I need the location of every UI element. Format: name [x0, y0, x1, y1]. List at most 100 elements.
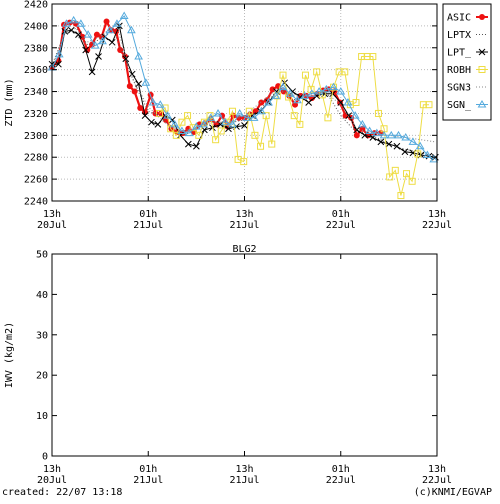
series-marker-lpt_	[75, 31, 82, 38]
series-marker-sgn_	[242, 113, 252, 121]
series-marker-lpt_	[305, 99, 313, 106]
series-marker-sgn_	[83, 30, 93, 38]
series-marker-lpt_	[377, 138, 385, 146]
panel-1-ytick-label: 2380	[24, 43, 48, 54]
series-marker-asic	[137, 104, 144, 111]
legend-label-asic: ASIC	[447, 13, 471, 24]
series-marker-asic	[131, 88, 138, 95]
series-marker-robh	[212, 136, 220, 144]
panel-1-xtick-label-time: 01h	[332, 209, 350, 220]
panel-1-ytick-label: 2280	[24, 153, 48, 164]
series-marker-sgn_	[76, 19, 86, 27]
panel-2-xtick-label-time: 13h	[235, 464, 253, 475]
panel-1-xtick-label-date: 20Jul	[37, 220, 67, 231]
panel-2-xtick-label-date: 22Jul	[326, 475, 356, 486]
series-marker-lpt_	[337, 99, 345, 106]
series-marker-sgn_	[386, 130, 396, 139]
series-marker-sgn_	[98, 36, 107, 45]
panel-2-title: BLG2	[232, 244, 256, 255]
series-marker-sgn_	[300, 91, 310, 99]
series-marker-sgn_	[429, 154, 439, 163]
panel-1-xtick-label-date: 22Jul	[326, 220, 356, 231]
series-line-sgn_	[51, 15, 435, 160]
series-marker-robh	[341, 68, 349, 76]
series-marker-lpt_	[82, 46, 90, 54]
series-marker-sgn_	[163, 111, 172, 119]
series-marker-sgn_	[206, 113, 216, 121]
series-marker-sgn_	[336, 87, 346, 95]
series-marker-asic	[152, 110, 159, 117]
series-marker-lpt_	[67, 26, 75, 34]
series-marker-sgn_	[256, 106, 266, 115]
series-marker-lpt_	[55, 60, 62, 68]
panel-1-frame	[51, 3, 438, 202]
series-marker-sgn_	[54, 49, 64, 58]
series-marker-lpt_	[393, 142, 401, 150]
series-marker-robh	[251, 131, 259, 139]
series-marker-sgn_	[62, 19, 71, 27]
series-marker-robh	[290, 112, 298, 120]
panel-2-xtick-label-time: 01h	[332, 464, 350, 475]
panel-2-ytick-label: 30	[36, 330, 48, 341]
series-marker-sgn_	[278, 82, 288, 91]
series-marker-asic	[126, 83, 133, 90]
series-marker-robh	[425, 101, 433, 109]
legend-label-lpt_: LPT_	[447, 48, 472, 59]
series-marker-sgn_	[192, 122, 201, 130]
panel-2-xtick-label-time: 13h	[428, 464, 446, 475]
series-marker-robh	[414, 150, 422, 158]
series-marker-robh	[391, 166, 399, 174]
legend-marker-asic	[479, 14, 485, 20]
panel-1-xtick-label-date: 22Jul	[422, 220, 452, 231]
series-marker-sgn_	[148, 98, 158, 106]
series-marker-sgn_	[249, 113, 259, 121]
panel-1-xtick-label-date: 21Jul	[133, 220, 163, 231]
panel-2-xtick-label-time: 13h	[43, 464, 61, 475]
panel-1-xtick-label-time: 13h	[235, 209, 253, 220]
legend-label-sgn3: SGN3	[447, 83, 471, 94]
panel-2-frame	[51, 253, 438, 457]
panel-1-xtick-label-time: 01h	[139, 209, 157, 220]
panel-2-ytick-label: 20	[36, 371, 48, 382]
series-marker-robh	[240, 158, 248, 166]
series-marker-lpt_	[353, 126, 361, 134]
footer-credit: (c)KNMI/EGVAP	[413, 487, 492, 498]
panel-2-xtick-label-time: 01h	[139, 464, 157, 475]
legend-box	[442, 3, 492, 121]
panel-2-xtick-label-date: 20Jul	[37, 475, 67, 486]
series-marker-sgn_	[228, 119, 237, 128]
series-marker-robh	[374, 109, 382, 117]
series-marker-robh	[228, 107, 236, 115]
series-marker-robh	[386, 173, 394, 181]
series-marker-sgn_	[69, 15, 79, 24]
series-marker-asic	[103, 18, 110, 25]
series-marker-lpt_	[108, 38, 116, 46]
panel-2-ytick-label: 10	[36, 411, 48, 422]
panel-2-xtick-label-date: 22Jul	[422, 475, 452, 486]
series-marker-lpt_	[88, 68, 96, 76]
series-marker-sgn_	[127, 25, 136, 34]
series-marker-sgn_	[170, 119, 180, 128]
series-marker-robh	[403, 170, 411, 178]
series-marker-lpt_	[401, 148, 409, 156]
series-marker-sgn_	[401, 133, 411, 141]
series-line-sgn3	[51, 22, 436, 143]
series-marker-robh	[369, 53, 377, 61]
footer-created: created: 22/07 13:18	[2, 487, 123, 498]
series-marker-robh	[268, 140, 276, 148]
panel-1-ytick-label: 2240	[24, 197, 48, 208]
series-marker-sgn_	[314, 87, 324, 95]
series-marker-sgn_	[235, 108, 245, 117]
series-marker-lpt_	[241, 122, 248, 129]
series-marker-lpt_	[148, 118, 155, 126]
series-marker-sgn_	[365, 126, 374, 134]
series-marker-lpt_	[385, 140, 393, 148]
series-marker-lpt_	[122, 55, 130, 63]
series-marker-sgn_	[343, 98, 353, 106]
panel-1-xtick-label-time: 13h	[43, 209, 61, 220]
series-marker-robh	[184, 112, 192, 120]
series-marker-robh	[352, 99, 360, 106]
series-marker-sgn_	[177, 126, 187, 134]
series-marker-sgn_	[141, 78, 151, 86]
series-marker-lpt_	[135, 80, 142, 88]
